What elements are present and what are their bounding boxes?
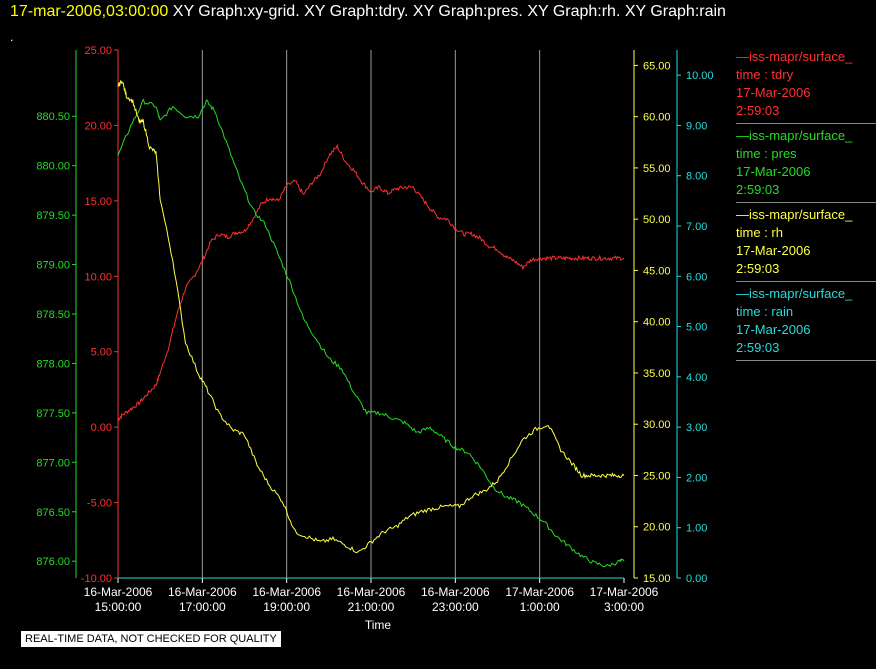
rh-tick-label: 15.00 xyxy=(643,573,671,585)
rh-tick-label: 20.00 xyxy=(643,522,671,534)
x-tick-label: 17:00:00 xyxy=(179,600,226,614)
pres-tick-label: 878.00 xyxy=(36,358,70,370)
series-rh-line xyxy=(117,79,625,554)
rh-tick-label: 25.00 xyxy=(643,470,671,482)
legend-date: 17-Mar-2006 xyxy=(736,85,811,100)
pres-tick-label: 879.50 xyxy=(36,210,70,222)
rain-tick-label: 8.00 xyxy=(686,171,707,183)
pres-tick-label: 877.00 xyxy=(36,457,70,469)
tdry-tick-label: -10.00 xyxy=(81,573,112,585)
x-tick-label: 19:00:00 xyxy=(263,600,310,614)
pres-tick-label: 876.00 xyxy=(36,556,70,568)
rh-tick-label: 35.00 xyxy=(643,368,671,380)
legend-entry: —iss-mapr/surface_time : tdry 17-Mar-2006… xyxy=(736,48,876,124)
tdry-tick-label: 20.00 xyxy=(84,120,112,132)
rain-tick-label: 6.00 xyxy=(686,271,707,283)
tdry-tick-label: 15.00 xyxy=(84,196,112,208)
rh-tick-label: 40.00 xyxy=(643,317,671,329)
legend-time: 2:59:03 xyxy=(736,340,780,355)
legend-line: —iss-mapr/surface_ xyxy=(736,128,853,143)
pres-tick-label: 880.00 xyxy=(36,161,70,173)
rain-tick-label: 1.00 xyxy=(686,523,707,535)
legend-var: time : pres xyxy=(736,146,797,161)
rh-tick-label: 65.00 xyxy=(643,60,671,72)
pres-tick-label: 880.50 xyxy=(36,111,70,123)
title-date: 17-mar-2006,03:00:00 xyxy=(10,3,169,20)
dot-marker: . xyxy=(10,30,14,44)
x-tick-label: 16-Mar-2006 xyxy=(337,585,406,599)
x-axis-label: Time xyxy=(365,618,392,632)
pres-tick-label: 877.50 xyxy=(36,408,70,420)
x-tick-label: 16-Mar-2006 xyxy=(168,585,237,599)
rain-tick-label: 9.00 xyxy=(686,120,707,132)
tdry-tick-label: -5.00 xyxy=(87,498,112,510)
legend-time: 2:59:03 xyxy=(736,103,780,118)
rain-tick-label: 2.00 xyxy=(686,472,707,484)
page-title: 17-mar-2006,03:00:00 XY Graph:xy-grid. X… xyxy=(10,3,726,21)
legend-var: time : rh xyxy=(736,225,783,240)
x-tick-label: 23:00:00 xyxy=(432,600,479,614)
legend-var: time : tdry xyxy=(736,67,794,82)
rh-tick-label: 55.00 xyxy=(643,163,671,175)
quality-badge: REAL-TIME DATA, NOT CHECKED FOR QUALITY xyxy=(21,631,281,647)
legend-line: —iss-mapr/surface_ xyxy=(736,286,853,301)
rain-tick-label: 7.00 xyxy=(686,221,707,233)
legend-entry: —iss-mapr/surface_time : pres 17-Mar-2006… xyxy=(736,127,876,203)
legend-entry: —iss-mapr/surface_time : rain 17-Mar-2006… xyxy=(736,285,876,361)
title-graphs: XY Graph:xy-grid. XY Graph:tdry. XY Grap… xyxy=(172,3,726,20)
rain-tick-label: 3.00 xyxy=(686,422,707,434)
pres-tick-label: 879.00 xyxy=(36,260,70,272)
x-tick-label: 21:00:00 xyxy=(348,600,395,614)
legend-line: —iss-mapr/surface_ xyxy=(736,207,853,222)
rh-tick-label: 30.00 xyxy=(643,419,671,431)
tdry-tick-label: 5.00 xyxy=(91,347,112,359)
legend-line: —iss-mapr/surface_ xyxy=(736,49,853,64)
rh-tick-label: 50.00 xyxy=(643,214,671,226)
legend-entry: —iss-mapr/surface_time : rh 17-Mar-2006 2:… xyxy=(736,206,876,282)
legend-var: time : rain xyxy=(736,304,794,319)
legend-date: 17-Mar-2006 xyxy=(736,322,811,337)
rain-tick-label: 0.00 xyxy=(686,573,707,585)
rain-tick-label: 5.00 xyxy=(686,322,707,334)
pres-tick-label: 876.50 xyxy=(36,507,70,519)
tdry-tick-label: 10.00 xyxy=(84,271,112,283)
x-tick-label: 3:00:00 xyxy=(604,600,644,614)
x-tick-label: 17-Mar-2006 xyxy=(505,585,574,599)
rh-tick-label: 45.00 xyxy=(643,265,671,277)
series-pres-line xyxy=(117,98,625,568)
pres-tick-label: 878.50 xyxy=(36,309,70,321)
rh-tick-label: 60.00 xyxy=(643,112,671,124)
tdry-tick-label: 25.00 xyxy=(84,45,112,57)
x-tick-label: 1:00:00 xyxy=(520,600,560,614)
legend: —iss-mapr/surface_ time : tdry 17-Mar-2006… xyxy=(736,48,876,364)
series-tdry-line xyxy=(117,143,625,422)
x-tick-label: 16-Mar-2006 xyxy=(421,585,490,599)
legend-time: 2:59:03 xyxy=(736,182,780,197)
rain-tick-label: 10.00 xyxy=(686,70,714,82)
legend-time: 2:59:03 xyxy=(736,261,780,276)
x-tick-label: 17-Mar-2006 xyxy=(590,585,659,599)
x-tick-label: 15:00:00 xyxy=(95,600,142,614)
legend-date: 17-Mar-2006 xyxy=(736,164,811,179)
legend-date: 17-Mar-2006 xyxy=(736,243,811,258)
tdry-tick-label: 0.00 xyxy=(91,422,112,434)
rain-tick-label: 4.00 xyxy=(686,372,707,384)
x-tick-label: 16-Mar-2006 xyxy=(84,585,153,599)
x-tick-label: 16-Mar-2006 xyxy=(252,585,321,599)
